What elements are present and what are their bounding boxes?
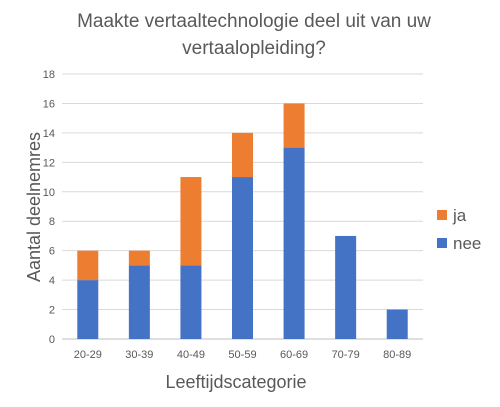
y-tick-labels: 0 2 4 6 8 10 12 14 16 18	[43, 69, 55, 346]
y-tick-label: 16	[43, 98, 55, 110]
chart-title-line-2: vertaalopleiding?	[182, 38, 326, 59]
x-tick-label: 20-29	[74, 349, 102, 361]
bar-nee-70-79	[335, 235, 357, 339]
x-tick-label: 30-39	[125, 349, 153, 361]
y-axis-title: Aantal deelnemres	[24, 132, 44, 282]
y-tick-label: 8	[49, 216, 55, 228]
chart-title-line-1: Maakte vertaaltechnologie deel uit van u…	[77, 11, 431, 32]
bar-nee-60-69	[283, 147, 305, 339]
x-tick-labels: 20-29 30-39 40-49 50-59 60-69 70-79 80-89	[74, 349, 412, 361]
bar-ja-20-29	[77, 250, 99, 281]
bar-nee-30-39	[128, 265, 150, 339]
bar-ja-50-59	[232, 132, 253, 178]
x-tick-label: 80-89	[383, 349, 411, 361]
y-tick-label: 2	[49, 305, 55, 317]
y-tick-label: 4	[49, 275, 55, 287]
bar-nee-40-49	[180, 265, 202, 339]
legend-swatch-ja	[437, 210, 447, 220]
bar-nee-20-29	[77, 280, 99, 339]
bar-ja-60-69	[283, 103, 305, 148]
y-tick-label: 12	[43, 157, 55, 169]
x-tick-label: 70-79	[332, 349, 360, 361]
x-tick-label: 50-59	[228, 349, 256, 361]
bars	[77, 103, 408, 339]
x-tick-label: 40-49	[177, 349, 205, 361]
bar-ja-40-49	[180, 177, 202, 266]
y-tick-label: 14	[43, 128, 55, 140]
legend-label-nee: nee	[453, 234, 481, 253]
y-tick-label: 6	[49, 246, 55, 258]
x-tick-label: 60-69	[280, 349, 308, 361]
bar-nee-80-89	[386, 309, 408, 339]
legend: ja nee	[437, 206, 481, 253]
y-tick-label: 10	[43, 187, 55, 199]
bar-nee-50-59	[232, 177, 253, 339]
legend-label-ja: ja	[452, 206, 467, 225]
legend-swatch-nee	[437, 238, 447, 248]
x-axis-title: Leeftijdscategorie	[165, 372, 306, 392]
bar-ja-30-39	[128, 250, 150, 266]
y-tick-label: 0	[49, 334, 55, 346]
y-tick-label: 18	[43, 69, 55, 81]
